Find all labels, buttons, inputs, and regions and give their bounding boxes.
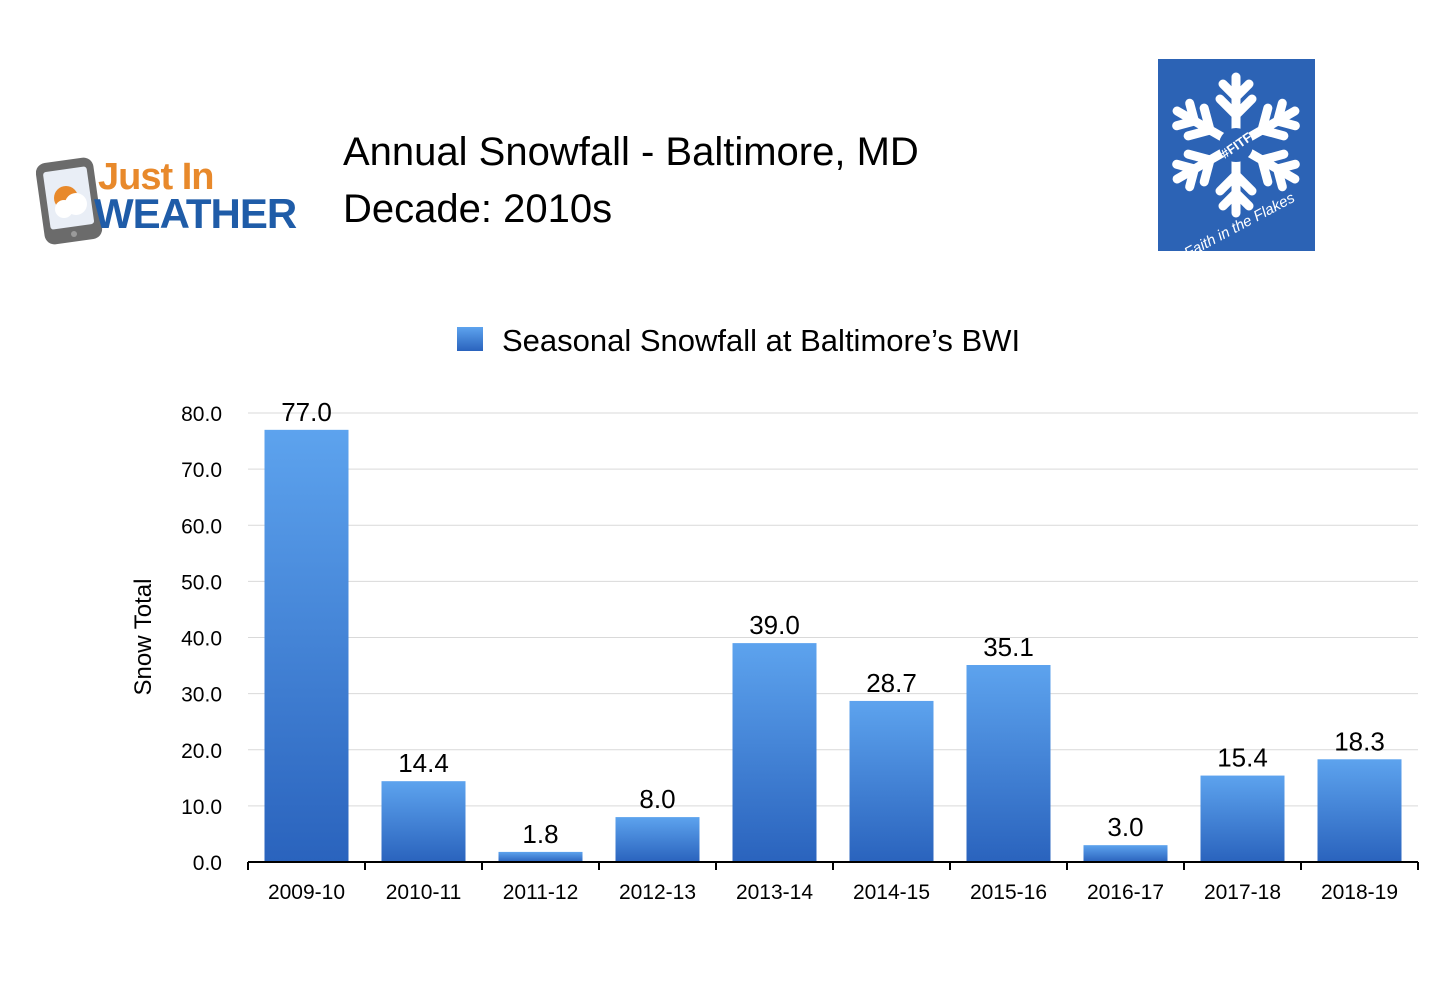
- faith-in-the-flakes-logo: #FITF Faith in the Flakes: [1158, 59, 1315, 262]
- y-tick-label: 80.0: [181, 403, 222, 426]
- x-tick-label: 2015-16: [970, 881, 1047, 904]
- data-label: 1.8: [522, 819, 558, 849]
- x-tick-label: 2009-10: [268, 881, 345, 904]
- logo-text-bottom: WEATHER: [94, 190, 297, 237]
- data-label: 35.1: [983, 632, 1034, 662]
- y-tick-label: 20.0: [181, 740, 222, 763]
- x-tick-label: 2011-12: [503, 881, 579, 904]
- snowflake-icon: #FITF Faith in the Flakes: [1158, 72, 1315, 262]
- data-label: 28.7: [866, 668, 917, 698]
- x-tick-label: 2012-13: [619, 881, 696, 904]
- y-tick-label: 70.0: [181, 459, 222, 482]
- data-label: 39.0: [749, 610, 800, 640]
- bar-2010-11: [381, 781, 466, 862]
- x-tick-label: 2016-17: [1087, 881, 1164, 904]
- logo-text-top: Just In: [98, 156, 214, 198]
- x-tick-label: 2010-11: [386, 881, 462, 904]
- bar-2011-12: [498, 851, 583, 862]
- x-tick-label: 2017-18: [1204, 881, 1281, 904]
- x-tick-label: 2014-15: [853, 881, 930, 904]
- bar-2016-17: [1083, 845, 1168, 862]
- chart-title: Annual Snowfall - Baltimore, MD Decade: …: [343, 124, 919, 238]
- legend: Seasonal Snowfall at Baltimore’s BWI: [457, 323, 1020, 358]
- bar-2015-16: [966, 665, 1051, 862]
- axes: [247, 861, 1419, 870]
- x-tick-label: 2013-14: [736, 881, 813, 904]
- data-label: 14.4: [398, 748, 449, 778]
- title-line-1: Annual Snowfall - Baltimore, MD: [343, 130, 919, 174]
- data-label: 3.0: [1107, 812, 1143, 842]
- x-tick-label: 2018-19: [1321, 881, 1398, 904]
- title-line-2: Decade: 2010s: [343, 187, 613, 231]
- bar-2012-13: [615, 817, 700, 862]
- bar-2017-18: [1200, 775, 1285, 862]
- data-labels: 77.0 14.4 1.8 8.0 39.0 28.7 35.1 3.0 15.4 18.3: [281, 397, 1385, 849]
- y-tick-label: 30.0: [181, 684, 222, 707]
- legend-label: Seasonal Snowfall at Baltimore’s BWI: [502, 323, 1020, 358]
- phone-icon: [36, 157, 103, 245]
- bar-2018-19: [1317, 759, 1402, 862]
- y-tick-label: 40.0: [181, 628, 222, 651]
- bar-2013-14: [732, 643, 817, 862]
- bars: [264, 429, 1402, 862]
- legend-swatch: [457, 327, 483, 351]
- y-tick-label: 60.0: [181, 515, 222, 538]
- data-label: 77.0: [281, 397, 332, 427]
- bar-2009-10: [264, 429, 349, 862]
- bar-2014-15: [849, 700, 934, 862]
- just-in-weather-logo: Just In WEATHER: [36, 150, 306, 245]
- data-label: 15.4: [1217, 743, 1268, 773]
- y-tick-label: 10.0: [181, 796, 222, 819]
- y-tick-label: 0.0: [193, 852, 222, 875]
- y-axis-label: Snow Total: [130, 579, 157, 696]
- x-tick-labels: 2009-10 2010-11 2011-12 2012-13 2013-14 2014-…: [268, 881, 1398, 904]
- y-tick-label: 50.0: [181, 571, 222, 594]
- data-label: 8.0: [639, 784, 675, 814]
- y-tick-labels: 0.0 10.0 20.0 30.0 40.0 50.0 60.0 70.0 80.0: [181, 403, 222, 875]
- data-label: 18.3: [1334, 726, 1385, 756]
